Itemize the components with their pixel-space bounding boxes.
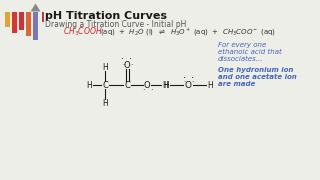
Text: are made: are made <box>218 81 255 87</box>
Text: and one acetate ion: and one acetate ion <box>218 74 297 80</box>
Text: ·: · <box>122 62 124 68</box>
Text: O: O <box>185 80 191 89</box>
Bar <box>19 12 24 30</box>
Bar <box>26 12 31 36</box>
Bar <box>42 12 44 22</box>
Text: H: H <box>207 80 213 89</box>
Text: C: C <box>102 80 108 89</box>
Text: pH Titration Curves: pH Titration Curves <box>45 11 167 21</box>
Text: ·: · <box>191 79 193 85</box>
Text: O: O <box>124 60 130 69</box>
Text: ·: · <box>183 79 185 85</box>
Text: One hydronium ion: One hydronium ion <box>218 67 293 73</box>
Bar <box>5 12 10 27</box>
Text: ·: · <box>130 54 132 64</box>
Bar <box>33 12 38 40</box>
Text: Drawing a Titration Curve - Initial pH: Drawing a Titration Curve - Initial pH <box>45 20 186 29</box>
Text: O: O <box>144 80 150 89</box>
Text: ·: · <box>130 62 132 68</box>
Text: dissociates...: dissociates... <box>218 56 263 62</box>
Text: H: H <box>102 62 108 71</box>
Text: H: H <box>102 98 108 107</box>
Text: $\mathit{CH_3COOH}$: $\mathit{CH_3COOH}$ <box>63 26 103 38</box>
Text: ·: · <box>150 87 152 96</box>
Text: H: H <box>86 80 92 89</box>
Text: C: C <box>124 80 130 89</box>
Bar <box>12 12 17 33</box>
Text: For every one: For every one <box>218 42 266 48</box>
Text: H: H <box>162 80 168 89</box>
Text: ·: · <box>190 73 194 83</box>
Text: H: H <box>163 80 169 89</box>
Text: ethanoic acid that: ethanoic acid that <box>218 49 282 55</box>
Text: ·: · <box>122 54 124 64</box>
Text: (aq)  +  $H_2O$ (l)  $\rightleftharpoons$  $H_3O^+$ (aq)  +  $CH_3COO^-$ (aq): (aq) + $H_2O$ (l) $\rightleftharpoons$ $… <box>100 26 276 38</box>
Polygon shape <box>30 3 41 12</box>
Text: ·: · <box>182 73 186 83</box>
Text: ·: · <box>142 87 144 96</box>
